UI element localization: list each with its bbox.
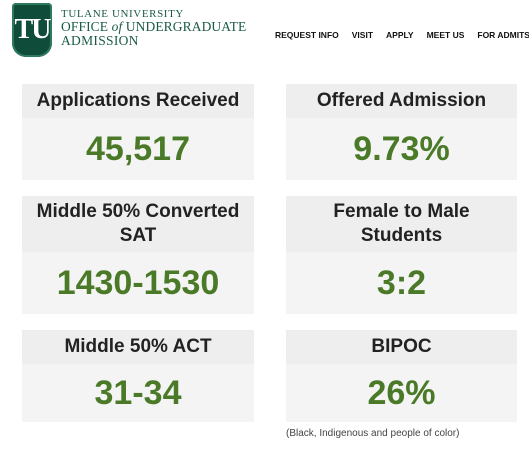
stat-title: Offered Admission bbox=[286, 84, 517, 118]
stat-title: Applications Received bbox=[22, 84, 254, 118]
nav-request-info[interactable]: REQUEST INFO bbox=[275, 30, 339, 40]
office-name: OFFICE of UNDERGRADUATE bbox=[61, 19, 247, 34]
stat-card-applications: Applications Received 45,517 bbox=[22, 84, 254, 180]
site-header: TU TULANE UNIVERSITY OFFICE of UNDERGRAD… bbox=[0, 0, 529, 70]
stat-value: 3:2 bbox=[286, 252, 517, 314]
office-brand[interactable]: TULANE UNIVERSITY OFFICE of UNDERGRADUAT… bbox=[61, 8, 246, 48]
stat-card-gender-ratio: Female to Male Students 3:2 bbox=[286, 196, 517, 314]
stat-title: Middle 50% Converted SAT bbox=[22, 196, 254, 252]
nav-for-admits[interactable]: FOR ADMITS bbox=[477, 30, 529, 40]
admission-label: ADMISSION bbox=[61, 33, 139, 48]
main-nav: REQUEST INFO VISIT APPLY MEET US FOR ADM… bbox=[275, 30, 529, 40]
stat-card-act: Middle 50% ACT 31-34 bbox=[22, 330, 254, 422]
stat-title: BIPOC bbox=[286, 330, 517, 364]
stat-card-offered: Offered Admission 9.73% bbox=[286, 84, 517, 180]
stat-title: Middle 50% ACT bbox=[22, 330, 254, 364]
stat-value: 31-34 bbox=[22, 364, 254, 422]
logo-monogram: TU bbox=[14, 14, 52, 45]
stat-value: 9.73% bbox=[286, 118, 517, 180]
stat-value: 1430-1530 bbox=[22, 252, 254, 314]
stat-value: 45,517 bbox=[22, 118, 254, 180]
nav-apply[interactable]: APPLY bbox=[386, 30, 414, 40]
nav-visit[interactable]: VISIT bbox=[351, 30, 374, 40]
stat-card-sat: Middle 50% Converted SAT 1430-1530 bbox=[22, 196, 254, 314]
stat-value: 26% bbox=[286, 364, 517, 422]
university-name: TULANE UNIVERSITY bbox=[61, 8, 184, 20]
tulane-logo[interactable]: TU bbox=[12, 3, 52, 57]
nav-meet-us[interactable]: MEET US bbox=[426, 30, 465, 40]
stat-card-bipoc: BIPOC 26% bbox=[286, 330, 517, 422]
bipoc-footnote: (Black, Indigenous and people of color) bbox=[286, 428, 460, 439]
stat-title: Female to Male Students bbox=[286, 196, 517, 252]
